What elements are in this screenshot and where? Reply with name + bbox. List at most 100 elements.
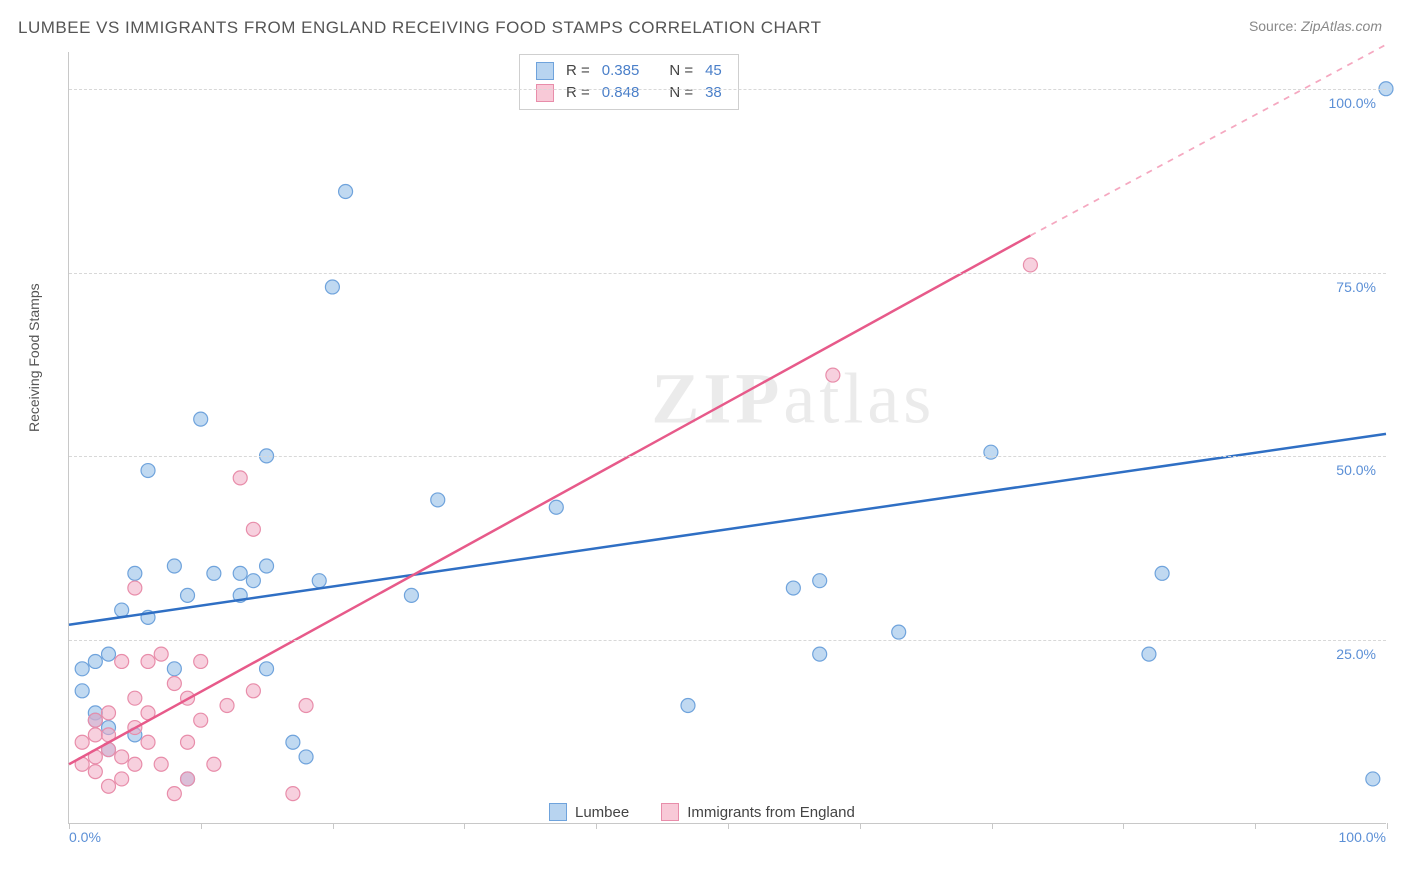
scatter-point-immigrants_england (141, 735, 155, 749)
scatter-point-immigrants_england (167, 787, 181, 801)
scatter-point-immigrants_england (88, 728, 102, 742)
scatter-point-lumbee (1155, 566, 1169, 580)
legend-stats-row: R =0.385N =45 (536, 60, 722, 82)
legend-n-label: N = (669, 60, 693, 82)
scatter-point-lumbee (431, 493, 445, 507)
legend-swatch (536, 62, 554, 80)
scatter-point-immigrants_england (194, 713, 208, 727)
scatter-point-lumbee (312, 574, 326, 588)
scatter-point-lumbee (892, 625, 906, 639)
scatter-point-immigrants_england (181, 735, 195, 749)
scatter-point-lumbee (207, 566, 221, 580)
scatter-point-lumbee (194, 412, 208, 426)
plot-area: ZIPatlas R =0.385N =45R =0.848N =38 0.0%… (68, 52, 1386, 824)
x-tick (1387, 823, 1388, 829)
x-tick (596, 823, 597, 829)
y-tick-label: 25.0% (1336, 646, 1376, 662)
scatter-point-immigrants_england (128, 757, 142, 771)
scatter-point-lumbee (1142, 647, 1156, 661)
x-axis-max-label: 100.0% (1339, 829, 1386, 845)
scatter-point-immigrants_england (246, 684, 260, 698)
x-tick (333, 823, 334, 829)
trend-line-dash-immigrants_england (1030, 45, 1386, 236)
gridline-h (69, 273, 1386, 274)
scatter-point-lumbee (260, 559, 274, 573)
scatter-point-lumbee (75, 684, 89, 698)
scatter-point-immigrants_england (286, 787, 300, 801)
trend-line-immigrants_england (69, 236, 1030, 765)
x-tick (1123, 823, 1124, 829)
gridline-h (69, 456, 1386, 457)
legend-swatch (661, 803, 679, 821)
x-tick (992, 823, 993, 829)
scatter-point-lumbee (88, 654, 102, 668)
scatter-point-immigrants_england (826, 368, 840, 382)
scatter-point-lumbee (549, 500, 563, 514)
scatter-point-immigrants_england (194, 654, 208, 668)
scatter-point-lumbee (813, 574, 827, 588)
legend-r-value: 0.385 (602, 60, 640, 82)
scatter-point-immigrants_england (102, 706, 116, 720)
legend-r-value: 0.848 (602, 82, 640, 104)
source-attribution: Source: ZipAtlas.com (1249, 18, 1382, 34)
scatter-point-immigrants_england (1023, 258, 1037, 272)
scatter-point-lumbee (167, 559, 181, 573)
legend-stats-row: R =0.848N =38 (536, 82, 722, 104)
x-tick (728, 823, 729, 829)
scatter-point-immigrants_england (220, 699, 234, 713)
legend-stats: R =0.385N =45R =0.848N =38 (519, 54, 739, 110)
x-axis-min-label: 0.0% (69, 829, 101, 845)
legend-series-label: Lumbee (575, 804, 629, 821)
scatter-point-lumbee (167, 662, 181, 676)
scatter-point-immigrants_england (102, 779, 116, 793)
legend-swatch (549, 803, 567, 821)
scatter-point-lumbee (325, 280, 339, 294)
scatter-point-immigrants_england (88, 713, 102, 727)
scatter-point-lumbee (299, 750, 313, 764)
scatter-point-immigrants_england (115, 654, 129, 668)
chart-container: Receiving Food Stamps ZIPatlas R =0.385N… (18, 52, 1388, 892)
scatter-point-immigrants_england (141, 654, 155, 668)
x-tick (1255, 823, 1256, 829)
legend-series-label: Immigrants from England (687, 804, 855, 821)
legend-r-label: R = (566, 82, 590, 104)
gridline-h (69, 89, 1386, 90)
scatter-point-lumbee (115, 603, 129, 617)
scatter-point-lumbee (813, 647, 827, 661)
scatter-point-immigrants_england (115, 772, 129, 786)
legend-series-item: Lumbee (549, 803, 629, 821)
scatter-point-immigrants_england (154, 647, 168, 661)
chart-title: LUMBEE VS IMMIGRANTS FROM ENGLAND RECEIV… (18, 18, 821, 38)
scatter-point-lumbee (128, 566, 142, 580)
scatter-point-immigrants_england (154, 757, 168, 771)
scatter-point-lumbee (102, 647, 116, 661)
scatter-point-lumbee (246, 574, 260, 588)
scatter-point-lumbee (286, 735, 300, 749)
scatter-point-immigrants_england (246, 522, 260, 536)
x-tick (464, 823, 465, 829)
x-tick (69, 823, 70, 829)
scatter-point-immigrants_england (233, 471, 247, 485)
scatter-point-lumbee (75, 662, 89, 676)
source-value: ZipAtlas.com (1301, 18, 1382, 34)
scatter-point-lumbee (233, 566, 247, 580)
legend-n-label: N = (669, 82, 693, 104)
scatter-point-lumbee (260, 662, 274, 676)
scatter-point-immigrants_england (115, 750, 129, 764)
legend-series-item: Immigrants from England (661, 803, 855, 821)
gridline-h (69, 640, 1386, 641)
scatter-point-immigrants_england (207, 757, 221, 771)
legend-series: Lumbee Immigrants from England (549, 803, 877, 821)
scatter-point-lumbee (786, 581, 800, 595)
scatter-point-lumbee (181, 588, 195, 602)
scatter-point-immigrants_england (128, 691, 142, 705)
legend-swatch (536, 84, 554, 102)
y-tick-label: 50.0% (1336, 462, 1376, 478)
scatter-point-lumbee (681, 699, 695, 713)
scatter-point-lumbee (141, 464, 155, 478)
legend-r-label: R = (566, 60, 590, 82)
scatter-point-immigrants_england (75, 735, 89, 749)
source-label: Source: (1249, 18, 1297, 34)
scatter-point-lumbee (404, 588, 418, 602)
scatter-point-lumbee (339, 185, 353, 199)
